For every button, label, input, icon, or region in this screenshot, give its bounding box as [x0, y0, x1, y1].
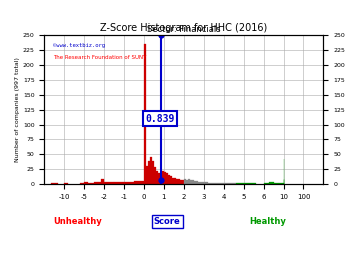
Bar [180, 180, 182, 184]
Title: Z-Score Histogram for HHC (2016): Z-Score Histogram for HHC (2016) [100, 23, 267, 33]
Bar [104, 182, 114, 184]
Text: Healthy: Healthy [249, 217, 286, 226]
Bar [94, 182, 98, 184]
Text: Score: Score [154, 217, 180, 226]
Text: 0.839: 0.839 [145, 114, 174, 124]
Bar [144, 44, 146, 184]
Bar [87, 183, 91, 184]
Bar [218, 183, 220, 184]
Text: ©www.textbiz.org: ©www.textbiz.org [53, 43, 105, 48]
Bar [158, 173, 160, 184]
Bar [212, 183, 214, 184]
Bar [91, 183, 94, 184]
Bar [172, 177, 174, 184]
Bar [164, 172, 166, 184]
Bar [178, 179, 180, 184]
Bar [82, 183, 84, 184]
Bar [160, 175, 162, 184]
Bar [170, 176, 172, 184]
Bar [182, 180, 184, 184]
Bar [206, 182, 208, 184]
Bar [101, 179, 104, 184]
Bar [264, 183, 269, 184]
Bar [84, 182, 87, 184]
Bar [202, 182, 204, 184]
Bar [204, 182, 206, 184]
Bar [190, 180, 192, 184]
Bar [198, 182, 200, 184]
Y-axis label: Number of companies (997 total): Number of companies (997 total) [15, 57, 20, 162]
Bar [98, 182, 101, 184]
Bar [196, 181, 198, 184]
Bar [214, 183, 216, 184]
Bar [114, 182, 124, 184]
Bar [188, 179, 190, 184]
Bar [269, 182, 274, 184]
Bar [134, 181, 144, 184]
Bar [168, 175, 170, 184]
Bar [146, 166, 148, 184]
Bar [210, 183, 212, 184]
Bar [200, 182, 202, 184]
Bar [176, 179, 178, 184]
Bar [156, 171, 158, 184]
Bar [208, 183, 210, 184]
Bar [124, 182, 134, 184]
Bar [152, 161, 154, 184]
Bar [194, 181, 196, 184]
Bar [162, 171, 164, 184]
Bar [192, 180, 194, 184]
Text: Sector: Financials: Sector: Financials [147, 25, 221, 34]
Bar [148, 161, 150, 184]
Bar [184, 179, 186, 184]
Bar [150, 157, 152, 184]
Bar [186, 180, 188, 184]
Text: Unhealthy: Unhealthy [54, 217, 102, 226]
Bar [154, 167, 156, 184]
Bar [224, 183, 226, 184]
Bar [166, 173, 168, 184]
Text: The Research Foundation of SUNY: The Research Foundation of SUNY [53, 55, 146, 60]
Bar [174, 178, 176, 184]
